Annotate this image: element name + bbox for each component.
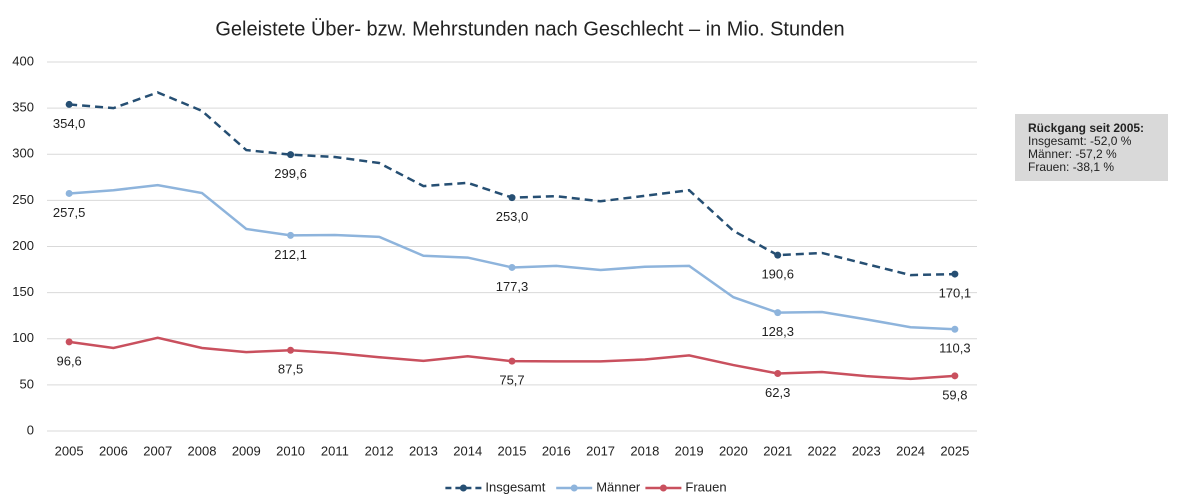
y-tick-label: 250 <box>12 192 34 207</box>
point-marker <box>65 100 73 108</box>
data-label: 110,3 <box>939 341 971 356</box>
x-tick-label: 2013 <box>409 443 438 458</box>
x-tick-label: 2006 <box>99 443 128 458</box>
data-label: 96,6 <box>56 353 81 368</box>
y-tick-label: 0 <box>27 422 34 437</box>
y-tick-label: 350 <box>12 100 34 115</box>
x-tick-label: 2025 <box>940 443 969 458</box>
data-label: 257,5 <box>53 205 86 220</box>
legend-marker <box>659 484 667 492</box>
x-tick-label: 2010 <box>276 443 305 458</box>
point-marker <box>508 357 516 365</box>
point-marker <box>287 151 295 159</box>
x-tick-label: 2015 <box>498 443 527 458</box>
x-tick-label: 2012 <box>365 443 394 458</box>
x-tick-label: 2019 <box>675 443 704 458</box>
x-tick-label: 2005 <box>55 443 84 458</box>
x-tick-label: 2008 <box>188 443 217 458</box>
data-label: 170,1 <box>939 286 972 301</box>
series-line <box>69 183 955 331</box>
data-label: 299,6 <box>274 166 307 181</box>
legend-label: Insgesamt <box>485 479 545 494</box>
data-label: 253,0 <box>496 209 529 224</box>
x-tick-label: 2018 <box>630 443 659 458</box>
x-tick-label: 2017 <box>586 443 615 458</box>
point-marker <box>951 270 959 278</box>
annotation-box <box>1015 114 1168 181</box>
annotation-line: Männer: -57,2 % <box>1028 147 1117 161</box>
legend-marker <box>459 484 467 492</box>
point-marker <box>65 338 73 346</box>
x-tick-label: 2016 <box>542 443 571 458</box>
x-tick-label: 2021 <box>763 443 792 458</box>
x-tick-label: 2020 <box>719 443 748 458</box>
point-marker <box>774 370 782 378</box>
data-label: 59,8 <box>942 387 967 402</box>
point-marker <box>287 231 295 239</box>
point-marker <box>951 372 959 380</box>
x-tick-label: 2011 <box>321 443 349 458</box>
chart-title: Geleistete Über- bzw. Mehrstunden nach G… <box>215 18 844 40</box>
point-marker <box>508 263 516 271</box>
y-tick-label: 100 <box>12 330 34 345</box>
y-tick-label: 400 <box>12 53 34 68</box>
x-tick-label: 2009 <box>232 443 261 458</box>
y-tick-label: 200 <box>12 238 34 253</box>
data-label: 75,7 <box>499 373 524 388</box>
legend-marker <box>570 484 578 492</box>
legend-label: Männer <box>596 479 641 494</box>
y-tick-label: 150 <box>12 284 34 299</box>
point-marker <box>774 309 782 317</box>
annotation-line: Frauen: -38,1 % <box>1028 160 1114 174</box>
data-label: 177,3 <box>496 279 529 294</box>
data-label: 62,3 <box>765 385 790 400</box>
data-label: 128,3 <box>761 324 794 339</box>
point-marker <box>65 189 73 197</box>
x-tick-label: 2007 <box>143 443 172 458</box>
y-tick-label: 300 <box>12 146 34 161</box>
annotation-title: Rückgang seit 2005: <box>1028 121 1144 135</box>
point-marker <box>287 346 295 354</box>
x-tick-label: 2023 <box>852 443 881 458</box>
legend-label: Frauen <box>685 479 726 494</box>
data-label: 87,5 <box>278 362 303 377</box>
point-marker <box>774 251 782 259</box>
series-line <box>69 91 955 277</box>
y-tick-label: 50 <box>20 376 34 391</box>
point-marker <box>508 194 516 202</box>
data-label: 354,0 <box>53 116 86 131</box>
point-marker <box>951 325 959 333</box>
annotation-line: Insgesamt: -52,0 % <box>1028 134 1132 148</box>
data-label: 190,6 <box>761 267 794 282</box>
x-tick-label: 2022 <box>808 443 837 458</box>
x-tick-label: 2014 <box>453 443 482 458</box>
x-tick-label: 2024 <box>896 443 925 458</box>
data-label: 212,1 <box>274 247 307 262</box>
